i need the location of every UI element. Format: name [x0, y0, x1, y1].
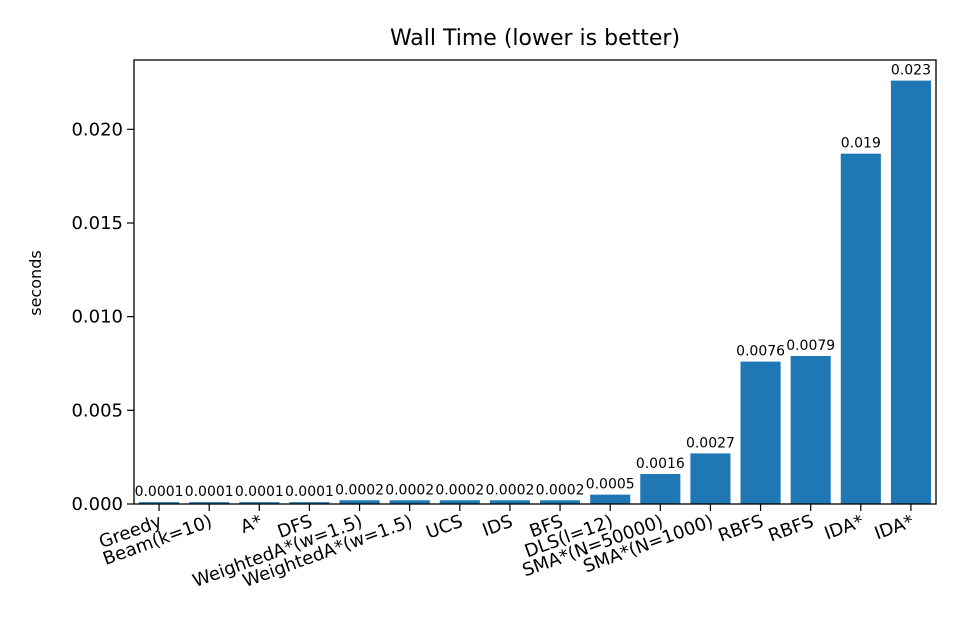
bar: [840, 153, 881, 504]
x-tick-label: IDS: [480, 511, 516, 541]
bar-value-label: 0.0002: [335, 482, 384, 498]
bar-value-label: 0.0002: [536, 482, 585, 498]
bar: [239, 502, 280, 504]
bar-value-label: 0.0002: [385, 482, 434, 498]
plot-frame: [133, 59, 937, 505]
chart-title: Wall Time (lower is better): [390, 26, 680, 51]
bar-value-label: 0.0002: [485, 482, 534, 498]
y-axis-label: seconds: [26, 250, 45, 315]
bar: [890, 80, 931, 504]
x-tick-label: UCS: [423, 511, 465, 543]
bar: [690, 453, 731, 504]
y-tick-label: 0.005: [71, 400, 123, 421]
y-tick-label: 0.000: [71, 494, 123, 515]
bar: [139, 502, 180, 504]
bar-value-label: 0.0002: [435, 482, 484, 498]
bar-value-label: 0.023: [891, 63, 931, 79]
bar-value-label: 0.0001: [135, 484, 184, 500]
x-tick-label: RBFS: [766, 511, 817, 547]
bar: [189, 502, 230, 504]
y-tick-label: 0.015: [71, 213, 123, 234]
bar-value-label: 0.0016: [636, 456, 685, 472]
bar-value-label: 0.0001: [285, 484, 334, 500]
bar-value-label: 0.0005: [586, 477, 635, 493]
bar: [590, 494, 631, 504]
x-tick-label: IDA*: [822, 511, 867, 544]
y-tick-label: 0.020: [71, 119, 123, 140]
bar-value-label: 0.0079: [786, 338, 835, 354]
bar-value-label: 0.0027: [686, 435, 735, 451]
bar-value-label: 0.0001: [235, 484, 284, 500]
bar-value-label: 0.0076: [736, 344, 785, 360]
bar: [540, 500, 581, 504]
plot-area: 0.0000.0050.0100.0150.0200.0001Greedy0.0…: [71, 63, 931, 592]
x-tick-label: RBFS: [716, 511, 767, 547]
bar: [640, 474, 681, 504]
bar: [790, 356, 831, 504]
bar: [740, 361, 781, 504]
bar: [439, 500, 480, 504]
x-tick-label: IDA*: [872, 511, 917, 544]
bar-value-label: 0.019: [841, 136, 881, 152]
bar-value-label: 0.0001: [185, 484, 234, 500]
bar: [489, 500, 530, 504]
bar: [289, 502, 330, 504]
bar: [339, 500, 380, 504]
bar: [389, 500, 430, 504]
y-tick-label: 0.010: [71, 307, 123, 328]
x-tick-label: A*: [238, 511, 265, 538]
